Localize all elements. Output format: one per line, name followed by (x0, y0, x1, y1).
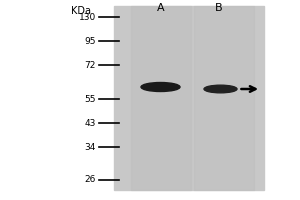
Text: 43: 43 (85, 118, 96, 128)
Text: 72: 72 (85, 60, 96, 70)
Text: 26: 26 (85, 176, 96, 184)
Text: 34: 34 (85, 142, 96, 152)
Text: A: A (157, 3, 164, 13)
Text: 130: 130 (79, 12, 96, 21)
Ellipse shape (204, 85, 237, 93)
Text: 95: 95 (85, 36, 96, 46)
Text: B: B (215, 3, 223, 13)
Bar (194, 6, 254, 190)
Ellipse shape (141, 83, 180, 92)
Text: KDa: KDa (71, 6, 91, 16)
Bar (114, 6, 264, 190)
Bar (130, 6, 190, 190)
Text: 55: 55 (85, 95, 96, 104)
